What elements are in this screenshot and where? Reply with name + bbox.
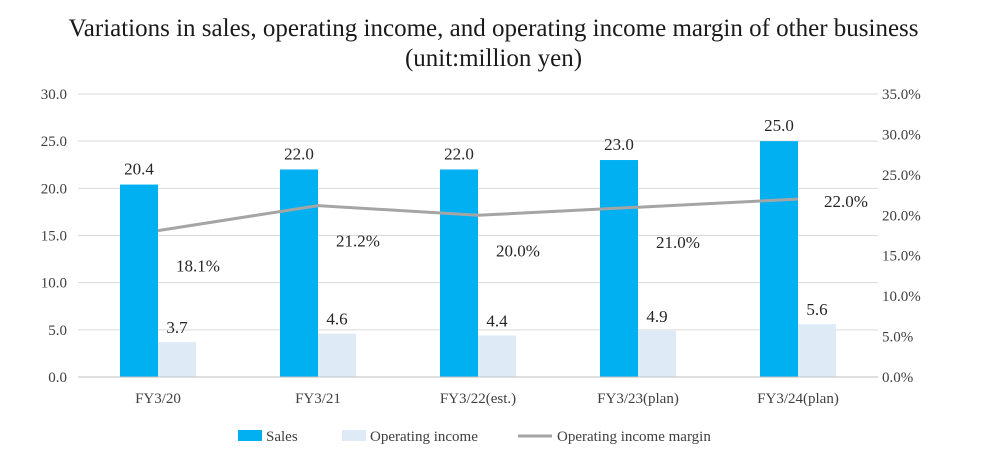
data-label-sales: 25.0: [764, 116, 794, 135]
legend-label-operating-income: Operating income: [370, 429, 478, 445]
bar-operating-income: [318, 333, 356, 377]
data-label-margin: 21.0%: [656, 233, 700, 252]
data-label-sales: 23.0: [604, 135, 634, 154]
chart-subtitle: (unit:million yen): [404, 45, 583, 72]
bar-sales: [760, 141, 798, 377]
data-label-sales: 20.4: [124, 160, 154, 179]
data-label-operating-income: 3.7: [166, 318, 188, 337]
x-tick-label: FY3/21: [295, 391, 341, 407]
line-operating-income-margin: [157, 197, 799, 233]
y-left-tick-label: 15.0: [41, 229, 67, 245]
y-right-tick-label: 5.0%: [882, 330, 913, 346]
data-label-operating-income: 4.4: [486, 311, 508, 330]
data-label-margin: 22.0%: [824, 192, 868, 211]
data-label-operating-income: 4.9: [646, 307, 667, 326]
y-left-tick-label: 0.0: [48, 370, 67, 386]
bar-operating-income: [798, 324, 836, 377]
y-left-tick-label: 25.0: [41, 134, 67, 150]
bar-sales: [600, 160, 638, 377]
y-right-tick-label: 30.0%: [882, 127, 921, 143]
bar-operating-income: [478, 335, 516, 377]
data-label-margin: 21.2%: [336, 232, 380, 251]
bar-sales: [280, 169, 318, 377]
bar-sales: [440, 169, 478, 377]
x-tick-label: FY3/23(plan): [597, 391, 679, 407]
bar-sales: [120, 184, 158, 377]
y-left-tick-label: 20.0: [41, 181, 67, 197]
data-label-operating-income: 5.6: [806, 300, 827, 319]
data-label-margin: 20.0%: [496, 241, 540, 260]
y-right-tick-label: 35.0%: [882, 87, 921, 103]
y-left-tick-label: 5.0: [48, 323, 67, 339]
x-tick-label: FY3/22(est.): [440, 391, 516, 407]
y-right-tick-label: 15.0%: [882, 249, 921, 265]
bar-operating-income: [158, 342, 196, 377]
chart-title: Variations in sales, operating income, a…: [68, 15, 919, 42]
data-label-sales: 22.0: [444, 144, 474, 163]
y-right-tick-label: 0.0%: [882, 370, 913, 386]
y-right-tick-label: 20.0%: [882, 208, 921, 224]
y-left-tick-label: 10.0: [41, 276, 67, 292]
data-label-operating-income: 4.6: [326, 310, 347, 329]
legend-label-sales: Sales: [266, 429, 298, 445]
bar-operating-income: [638, 330, 676, 377]
y-right-tick-label: 10.0%: [882, 289, 921, 305]
legend-swatch-operating-income: [342, 430, 366, 441]
y-right-tick-label: 25.0%: [882, 168, 921, 184]
x-tick-label: FY3/24(plan): [757, 391, 839, 407]
data-label-sales: 22.0: [284, 144, 314, 163]
x-tick-label: FY3/20: [135, 391, 181, 407]
y-left-tick-label: 30.0: [41, 87, 67, 103]
legend-label-margin: Operating income margin: [557, 429, 711, 445]
legend-swatch-sales: [238, 430, 262, 441]
data-label-margin: 18.1%: [176, 257, 220, 276]
